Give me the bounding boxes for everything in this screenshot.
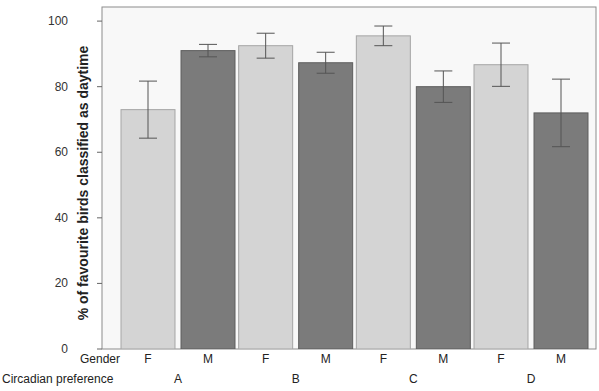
x-tick-label: B [292,372,300,386]
bar [474,65,528,349]
x-tick-label: D [527,372,536,386]
labels: F M A F M B F M C F M D Gender Circadian preference [2,352,566,386]
bar [239,46,293,349]
error-bar [257,33,275,58]
y-tick-label: 80 [55,80,69,94]
y-tick-label: 100 [48,14,68,28]
error-bar [199,44,217,56]
x-tick-label: C [409,372,418,386]
y-tick-label: 0 [61,342,68,356]
gender-label: M [438,352,448,366]
y-tick [97,283,102,284]
gender-label: M [556,352,566,366]
error-bar [492,43,510,86]
error-bar [374,26,392,46]
y-tick-label: 40 [55,211,69,225]
error-bar [317,52,335,73]
y-tick [97,217,102,218]
gender-label: F [380,352,387,366]
gender-label: M [203,352,213,366]
gender-label: F [497,352,504,366]
y-axis-label: % of favourite birds classified as dayti… [75,45,91,320]
gender-label: F [262,352,269,366]
y-tick-label: 60 [55,145,69,159]
y-tick [97,152,102,153]
bar [181,51,235,349]
plot-frame [102,7,596,349]
bar [534,113,588,349]
y-tick [97,86,102,87]
row-label: Gender [80,352,120,366]
bar [416,87,470,349]
gender-label: M [321,352,331,366]
y-tick-label: 20 [55,276,69,290]
y-tick [97,21,102,22]
x-axis-label: Circadian preference [2,372,114,386]
bar [299,63,353,349]
x-tick-label: A [174,372,182,386]
y-tick [97,349,102,350]
bar [356,36,410,349]
gender-label: F [144,352,151,366]
error-bar [139,81,157,138]
bar [121,110,175,349]
bars [121,26,588,349]
chart: 0 20 40 60 80 100 % of favourite birds classif… [0,0,599,391]
error-bar [434,71,452,102]
error-bar [552,79,570,147]
